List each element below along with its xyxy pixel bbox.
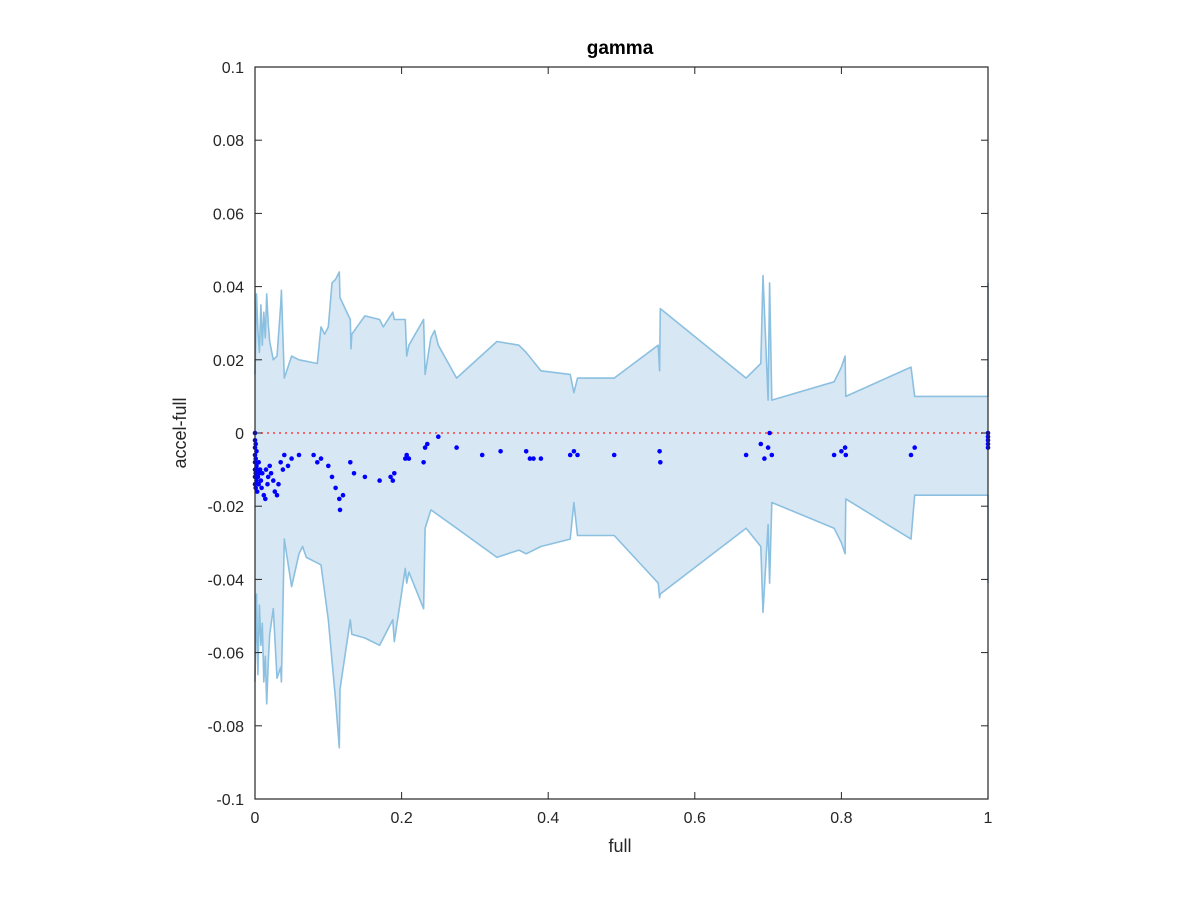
y-tick-label: -0.04: [208, 572, 245, 589]
data-point: [377, 478, 382, 483]
data-point: [272, 489, 278, 494]
data-point: [571, 449, 577, 454]
data-point: [276, 481, 281, 487]
x-tick-label: 0.4: [537, 810, 559, 827]
x-tick-label: 0: [251, 810, 260, 827]
data-point: [908, 452, 914, 458]
data-point: [261, 492, 267, 498]
data-point: [263, 467, 269, 472]
data-point: [421, 460, 426, 465]
y-tick-label: -0.08: [208, 719, 245, 736]
data-point: [265, 474, 271, 480]
data-point: [839, 449, 844, 454]
data-point: [337, 507, 343, 513]
chart-title: gamma: [587, 38, 654, 59]
data-point: [340, 492, 346, 498]
data-point: [333, 485, 338, 491]
data-point: [267, 463, 273, 469]
data-point: [311, 452, 316, 458]
data-point: [258, 478, 264, 483]
data-point: [289, 456, 294, 461]
y-tick-label: 0.02: [213, 353, 244, 370]
data-point: [912, 445, 917, 450]
data-point: [280, 467, 286, 472]
y-tick-label: 0.06: [213, 206, 244, 223]
data-point: [831, 452, 837, 458]
data-point: [265, 481, 270, 487]
y-axis-label: accel-full: [170, 397, 190, 468]
data-point: [268, 471, 274, 476]
data-point: [436, 434, 441, 440]
data-point: [253, 441, 258, 447]
data-point: [743, 452, 749, 458]
y-tick-label: 0.04: [213, 280, 244, 297]
data-point: [296, 452, 302, 458]
x-tick-label: 1: [984, 810, 993, 827]
data-point: [351, 471, 357, 476]
y-tick-label: -0.02: [208, 499, 245, 516]
data-point: [658, 460, 663, 465]
y-tick-label: 0.1: [222, 60, 244, 77]
x-tick-label: 0.8: [830, 810, 852, 827]
band-lower-edge: [254, 494, 989, 749]
data-point: [523, 449, 529, 454]
data-point: [255, 474, 261, 480]
data-point: [758, 441, 764, 447]
data-point: [256, 460, 262, 465]
data-point: [767, 430, 772, 436]
data-point: [406, 456, 412, 461]
data-point: [479, 452, 485, 458]
data-point: [392, 471, 397, 476]
data-point: [271, 478, 276, 483]
data-point: [425, 441, 430, 447]
data-point: [282, 452, 287, 458]
data-point: [657, 449, 662, 454]
x-axis-label: full: [608, 836, 631, 856]
x-tick-label: 0.6: [684, 810, 706, 827]
band-upper-edge: [254, 271, 989, 401]
data-point: [575, 452, 580, 458]
data-point: [611, 452, 617, 458]
data-point: [285, 463, 291, 469]
data-point: [843, 452, 849, 458]
data-point: [259, 485, 264, 491]
data-point: [454, 445, 459, 450]
data-point: [404, 452, 410, 458]
x-tick-label: 0.2: [390, 810, 412, 827]
data-point: [362, 474, 368, 480]
data-point: [257, 467, 263, 472]
data-point: [337, 496, 342, 502]
y-tick-label: -0.06: [208, 646, 245, 663]
data-point: [531, 456, 536, 461]
plot-area: 0 0.2 0.4 0.6 0.8 1 -0.1 -0.08 -0.06 -0.04 -0.02 0 0…: [208, 60, 993, 827]
data-point: [842, 445, 848, 450]
data-point: [403, 456, 408, 461]
data-point: [263, 496, 268, 502]
data-point: [315, 460, 320, 465]
data-point: [538, 456, 544, 461]
data-point: [348, 460, 353, 465]
y-tick-label: 0.08: [213, 133, 244, 150]
data-point: [769, 452, 775, 458]
data-point: [329, 474, 335, 480]
data-point: [388, 474, 393, 480]
data-point: [390, 478, 396, 483]
data-point: [422, 445, 428, 450]
data-point: [567, 452, 573, 458]
data-point: [253, 456, 258, 461]
data-point: [254, 489, 260, 494]
data-point: [278, 460, 284, 465]
data-point: [256, 481, 262, 487]
data-point: [762, 456, 767, 461]
y-tick-label: 0: [235, 426, 244, 443]
data-point: [498, 449, 503, 454]
data-point: [527, 456, 533, 461]
data-point: [318, 456, 324, 461]
data-point: [326, 463, 331, 469]
y-tick-label: -0.1: [216, 792, 244, 809]
data-point: [274, 492, 280, 498]
data-point: [260, 471, 265, 476]
data-point: [765, 445, 771, 450]
